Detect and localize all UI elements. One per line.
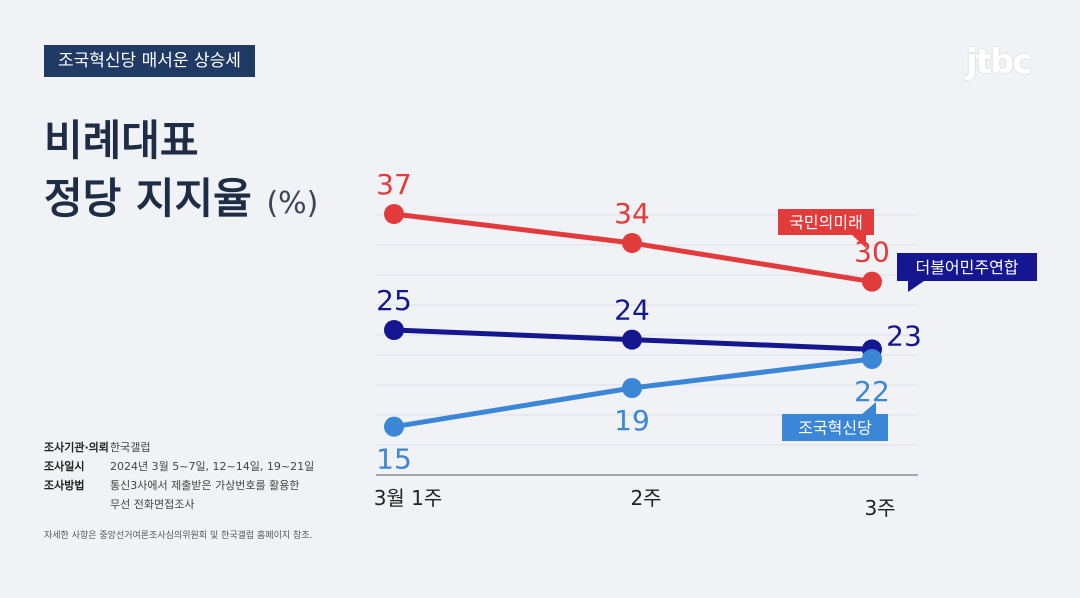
note-row: 조사기관·의뢰 한국갤럽 (44, 438, 314, 457)
data-label: 34 (614, 197, 650, 230)
legend-label: 더불어민주연합 (915, 258, 1018, 277)
jtbc-logo: jtbc (966, 42, 1032, 82)
x-tick-label: 3월 1주 (374, 486, 443, 510)
data-label: 23 (886, 319, 922, 352)
data-point (862, 349, 882, 369)
data-point (384, 320, 404, 340)
topic-tag: 조국혁신당 매서운 상승세 (44, 45, 255, 77)
data-label: 25 (376, 284, 412, 317)
data-point (622, 378, 642, 398)
note-row: 조사일시 2024년 3월 5~7일, 12~14일, 19~21일 (44, 457, 314, 476)
legend-callout (778, 209, 874, 235)
data-point (862, 271, 882, 292)
legend-callout-tail (908, 281, 924, 292)
data-label: 22 (854, 375, 890, 408)
note-key: 조사기관·의뢰 (44, 441, 109, 454)
note-method-cont: 무선 전화면접조사 (110, 498, 195, 511)
legend-callout (897, 253, 1037, 281)
data-label: 15 (376, 443, 412, 476)
x-tick-label: 2주 (630, 486, 661, 510)
note-key: 조사방법 (44, 479, 85, 492)
data-label: 24 (614, 294, 650, 327)
note-row: 조사방법 통신3사에서 제출받은 가상번호를 활용한 (44, 476, 314, 495)
title-line-1: 비례대표 (44, 116, 199, 165)
title-line-2-text: 정당 지지율 (44, 174, 252, 223)
data-point (384, 416, 404, 437)
legend-label: 조국혁신당 (798, 419, 872, 438)
x-tick-label: 3주 (864, 496, 895, 520)
footnote: 자세한 사항은 중앙선거여론조사심의위원회 및 한국갤럽 홈페이지 참조. (44, 531, 313, 541)
legend-label: 국민의미래 (789, 213, 863, 232)
data-label: 19 (614, 404, 650, 437)
data-label: 37 (376, 168, 412, 201)
legend-callout-tail (852, 235, 866, 248)
note-key: 조사일시 (44, 460, 85, 473)
data-point (384, 204, 404, 224)
note-value: 통신3사에서 제출받은 가상번호를 활용한 (110, 479, 300, 492)
title-unit: (%) (266, 186, 319, 221)
legend-callout-tail (862, 402, 876, 414)
page-title: 비례대표 정당 지지율 (%) (44, 112, 318, 233)
legend-callout (782, 414, 888, 441)
survey-notes: 조사기관·의뢰 한국갤럽 조사일시 2024년 3월 5~7일, 12~14일, 1… (44, 438, 314, 514)
note-value: 2024년 3월 5~7일, 12~14일, 19~21일 (110, 460, 315, 473)
note-value: 한국갤럽 (110, 441, 151, 454)
data-point (622, 233, 642, 253)
data-point (622, 329, 642, 350)
title-line-2: 정당 지지율 (%) (44, 170, 318, 233)
